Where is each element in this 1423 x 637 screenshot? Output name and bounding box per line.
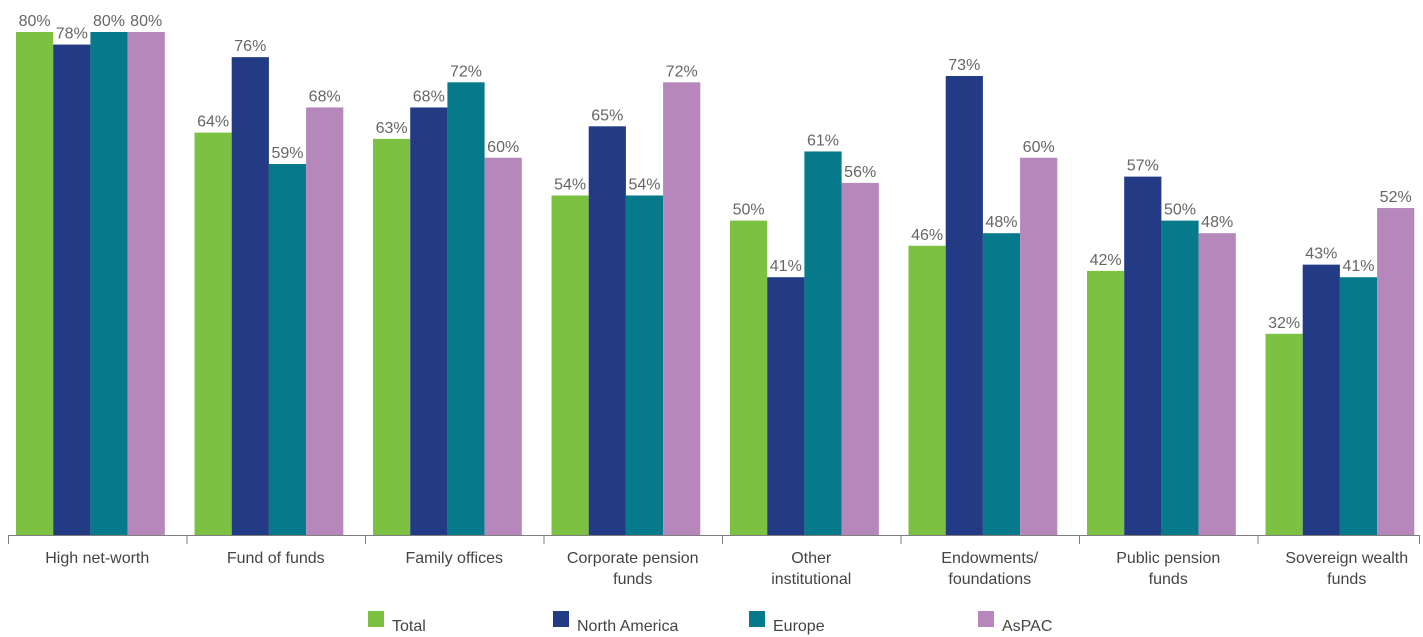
bar-europe-family-offices: [447, 82, 485, 536]
value-label: 68%: [413, 88, 445, 105]
bar-north-america-endowments-foundations: [945, 76, 983, 535]
value-label: 76%: [234, 38, 266, 55]
legend-label: AsPAC: [1002, 618, 1052, 635]
bar-north-america-corporate-pension-funds: [588, 126, 626, 535]
value-label: 63%: [376, 120, 408, 137]
value-label: 60%: [487, 139, 519, 156]
category-label: Endowments/foundations: [941, 550, 1038, 588]
value-label: 48%: [985, 214, 1017, 231]
legend-label: Europe: [773, 618, 825, 635]
category-label: High net-worth: [45, 550, 149, 567]
category-label: Family offices: [405, 550, 503, 567]
bar-total-public-pension-funds: [1087, 270, 1125, 535]
bar-north-america-public-pension-funds: [1124, 176, 1162, 536]
bar-total-other-institutional: [730, 220, 768, 535]
value-label: 54%: [628, 176, 660, 193]
legend-swatch: [749, 611, 765, 627]
category-labels: High net-worth Fund of funds Family office…: [45, 550, 1408, 588]
bar-aspac-sovereign-wealth-funds: [1377, 208, 1415, 536]
legend-item-north-america: North America: [553, 611, 678, 635]
value-label: 50%: [1164, 202, 1196, 219]
legend-label: North America: [577, 618, 678, 635]
bar-aspac-fund-of-funds: [306, 107, 344, 535]
bar-total-fund-of-funds: [194, 132, 232, 535]
value-label: 43%: [1305, 246, 1337, 263]
bar-europe-other-institutional: [804, 151, 842, 535]
value-label: 60%: [1023, 139, 1055, 156]
bar-north-america-other-institutional: [767, 277, 805, 535]
bar-total-family-offices: [373, 138, 411, 535]
value-label: 73%: [948, 57, 980, 74]
value-label: 54%: [554, 176, 586, 193]
bar-north-america-sovereign-wealth-funds: [1302, 264, 1340, 535]
legend-item-aspac: AsPAC: [978, 611, 1052, 635]
legend: Total North America Europe AsPAC: [368, 611, 1052, 635]
legend-swatch: [553, 611, 569, 627]
value-label: 68%: [309, 88, 341, 105]
bar-europe-corporate-pension-funds: [625, 195, 664, 535]
value-label: 41%: [770, 258, 802, 275]
value-label: 80%: [19, 13, 51, 30]
legend-item-europe: Europe: [749, 611, 825, 635]
bar-aspac-corporate-pension-funds: [663, 82, 701, 536]
bar-aspac-high-net-worth: [127, 32, 165, 535]
bar-total-sovereign-wealth-funds: [1265, 333, 1303, 535]
bar-total-high-net-worth: [16, 32, 54, 535]
value-label: 72%: [666, 63, 698, 80]
value-label: 80%: [93, 13, 125, 30]
bar-aspac-public-pension-funds: [1198, 233, 1236, 535]
value-label: 52%: [1380, 189, 1412, 206]
bar-aspac-family-offices: [484, 157, 522, 535]
bar-north-america-fund-of-funds: [231, 57, 269, 536]
category-label: Sovereign wealth funds: [1285, 550, 1408, 588]
bars-layer: [16, 32, 1415, 536]
bar-aspac-other-institutional: [841, 182, 879, 535]
value-label: 72%: [450, 63, 482, 80]
category-label: Corporate pension funds: [567, 550, 699, 588]
bar-total-corporate-pension-funds: [551, 195, 589, 535]
legend-swatch: [978, 611, 994, 627]
bar-europe-high-net-worth: [90, 32, 128, 535]
value-label: 50%: [733, 202, 765, 219]
value-label: 32%: [1268, 315, 1300, 332]
value-labels-layer: 80% 78% 80% 80% 64% 76% 59% 68% 63% 68% 72% 60% 54% 6…: [19, 13, 1412, 332]
value-label: 59%: [271, 145, 303, 162]
value-label: 80%: [130, 13, 162, 30]
bar-europe-public-pension-funds: [1161, 220, 1199, 535]
bar-europe-fund-of-funds: [268, 164, 307, 535]
x-axis-ticks: [8, 535, 1420, 544]
category-label: Fund of funds: [227, 550, 325, 567]
bar-europe-endowments-foundations: [982, 233, 1021, 535]
legend-label: Total: [392, 618, 426, 635]
value-label: 61%: [807, 132, 839, 149]
bar-europe-sovereign-wealth-funds: [1339, 277, 1378, 535]
value-label: 64%: [197, 114, 229, 131]
bar-total-endowments-foundations: [908, 245, 946, 535]
legend-item-total: Total: [368, 611, 426, 635]
value-label: 48%: [1201, 214, 1233, 231]
bar-north-america-high-net-worth: [53, 44, 91, 535]
category-label: Public pension funds: [1116, 550, 1220, 588]
legend-swatch: [368, 611, 384, 627]
bar-aspac-endowments-foundations: [1020, 157, 1058, 535]
category-label: Other institutional: [771, 550, 851, 588]
value-label: 57%: [1127, 158, 1159, 175]
value-label: 78%: [56, 26, 88, 43]
value-label: 65%: [591, 107, 623, 124]
value-label: 41%: [1342, 258, 1374, 275]
value-label: 42%: [1090, 252, 1122, 269]
bar-north-america-family-offices: [410, 107, 448, 535]
value-label: 46%: [911, 227, 943, 244]
value-label: 56%: [844, 164, 876, 181]
